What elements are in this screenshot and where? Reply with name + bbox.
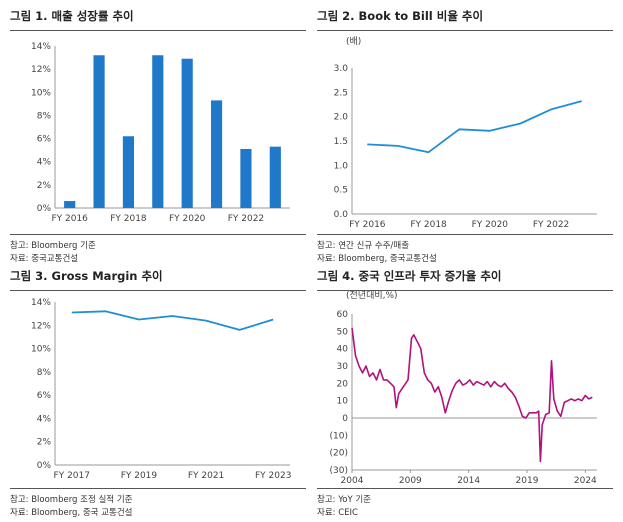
panel-4: 그림 4. 중국 인프라 투자 증가율 추이 (전년대비,%) (30) (20)(… [317,268,613,520]
y-tick-label: 2.0 [334,113,349,123]
y-tick-label: 8% [37,368,52,378]
bar [240,148,252,208]
panel-2: 그림 2. Book to Bill 비율 추이 (배) 0.0 0.5 1.0 1.5… [317,8,613,266]
y-tick-label: 4% [37,414,52,424]
y-tick-label: 2.5 [334,88,348,98]
y-tick-label: (30) [330,466,348,476]
y-tick-label: 6% [37,135,52,145]
source-note: 자료: CEIC [317,508,358,518]
y-tick-label: 6% [37,391,52,401]
x-tick-label: FY 2022 [533,220,569,230]
source-note: 자료: Bloomberg, 중국 교통건설 [10,508,133,518]
divider [10,290,306,291]
divider [10,30,306,31]
divider [317,30,613,31]
chart-1-svg: 0% 2% 4% 6% 8% 10% 12% 14% FY 2016 FY 2018 FY 2020… [31,42,290,224]
y-tick-label: 30 [337,362,349,372]
source-note: 참고: Bloomberg 조정 실적 기준 [10,495,133,505]
y-tick-label: 12% [31,65,51,75]
x-tick-label: FY 2023 [255,471,291,481]
y-tick-label: (10) [330,431,348,441]
panel-3: 그림 3. Gross Margin 추이 0% 2% 4% 6% 8% 10% 12% 14… [10,268,306,520]
y-tick-label: 0 [342,414,348,424]
x-tick-label: FY 2019 [121,471,158,481]
chart-2-svg: (배) 0.0 0.5 1.0 1.5 2.0 2.5 3.0 FY 2016 FY 2018 FY… [334,36,597,230]
x-tick-label: FY 2018 [410,220,447,230]
bar [93,55,105,208]
x-tick-label: FY 2017 [54,471,90,481]
source-note: 참고: 연간 신규 수주/매출 [317,241,410,251]
x-tick-label: FY 2020 [169,214,206,224]
divider [10,488,306,489]
y-tick-label: 0% [37,204,52,214]
y-tick-label: 1.5 [334,137,348,147]
source-note: 자료: Bloomberg, 중국교통건설 [317,254,437,264]
chart-title: 그림 1. 매출 성장률 추이 [10,9,134,23]
chart-4-svg: (전년대비,%) (30) (20) (10) 0 10 20 30 40 50 60 2004 200… [330,290,598,486]
x-tick-label: FY 2018 [110,214,147,224]
y-tick-label: 8% [37,111,52,121]
x-tick-label: 2024 [574,476,597,486]
y-tick-label: 10% [31,88,51,98]
chart-title: 그림 2. Book to Bill 비율 추이 [317,9,484,23]
x-tick-label: 2004 [341,476,364,486]
x-tick-label: FY 2021 [188,471,224,481]
y-tick-label: 0.0 [334,210,349,220]
source-note: 참고: YoY 기준 [317,495,372,505]
divider [10,234,306,235]
chart-3-svg: 0% 2% 4% 6% 8% 10% 12% 14% FY 2017 FY 2019 FY 2021… [31,298,291,481]
y-tick-label: 4% [37,158,52,168]
series-line [71,310,274,331]
source-note: 참고: Bloomberg 기준 [10,241,96,251]
y-tick-label: 12% [31,321,51,331]
y-tick-label: 20 [337,379,349,389]
series-line [367,100,582,154]
source-note: 자료: 중국교통건설 [10,254,79,264]
x-tick-label: FY 2016 [51,214,88,224]
bar [152,55,164,208]
bar [210,100,223,208]
y-tick-label: 10% [31,345,51,355]
y-tick-label: 40 [337,345,349,355]
series-line [351,327,593,463]
bar [181,58,193,208]
divider [317,290,613,291]
y-axis-label: (배) [346,36,361,47]
x-tick-label: 2009 [399,476,422,486]
y-tick-label: 1.0 [334,161,349,171]
x-tick-label: 2019 [516,476,539,486]
chart-title: 그림 3. Gross Margin 추이 [10,269,163,283]
panel-1: 그림 1. 매출 성장률 추이 0% 2% 4% 6% 8% 10% 12% 14% FY 20… [10,8,306,266]
y-tick-label: 2% [37,438,52,448]
y-tick-label: 60 [337,310,349,320]
y-tick-label: 0.5 [334,186,348,196]
y-tick-label: 2% [37,181,52,191]
bar [64,201,76,208]
y-tick-label: 14% [31,42,51,52]
y-tick-label: 10 [337,397,349,407]
y-tick-label: 0% [37,461,52,471]
chart-title: 그림 4. 중국 인프라 투자 증가율 추이 [317,269,502,283]
y-tick-label: 3.0 [334,64,349,74]
y-tick-label: 50 [337,327,349,337]
bar [122,136,135,208]
divider [317,488,613,489]
bar [269,146,281,208]
x-tick-label: FY 2020 [472,220,509,230]
divider [317,234,613,235]
y-tick-label: (20) [330,449,348,459]
y-axis-label: (전년대비,%) [346,290,398,301]
x-tick-label: 2014 [457,476,480,486]
y-tick-label: 14% [31,298,51,308]
x-tick-label: FY 2022 [228,214,264,224]
x-tick-label: FY 2016 [349,220,386,230]
